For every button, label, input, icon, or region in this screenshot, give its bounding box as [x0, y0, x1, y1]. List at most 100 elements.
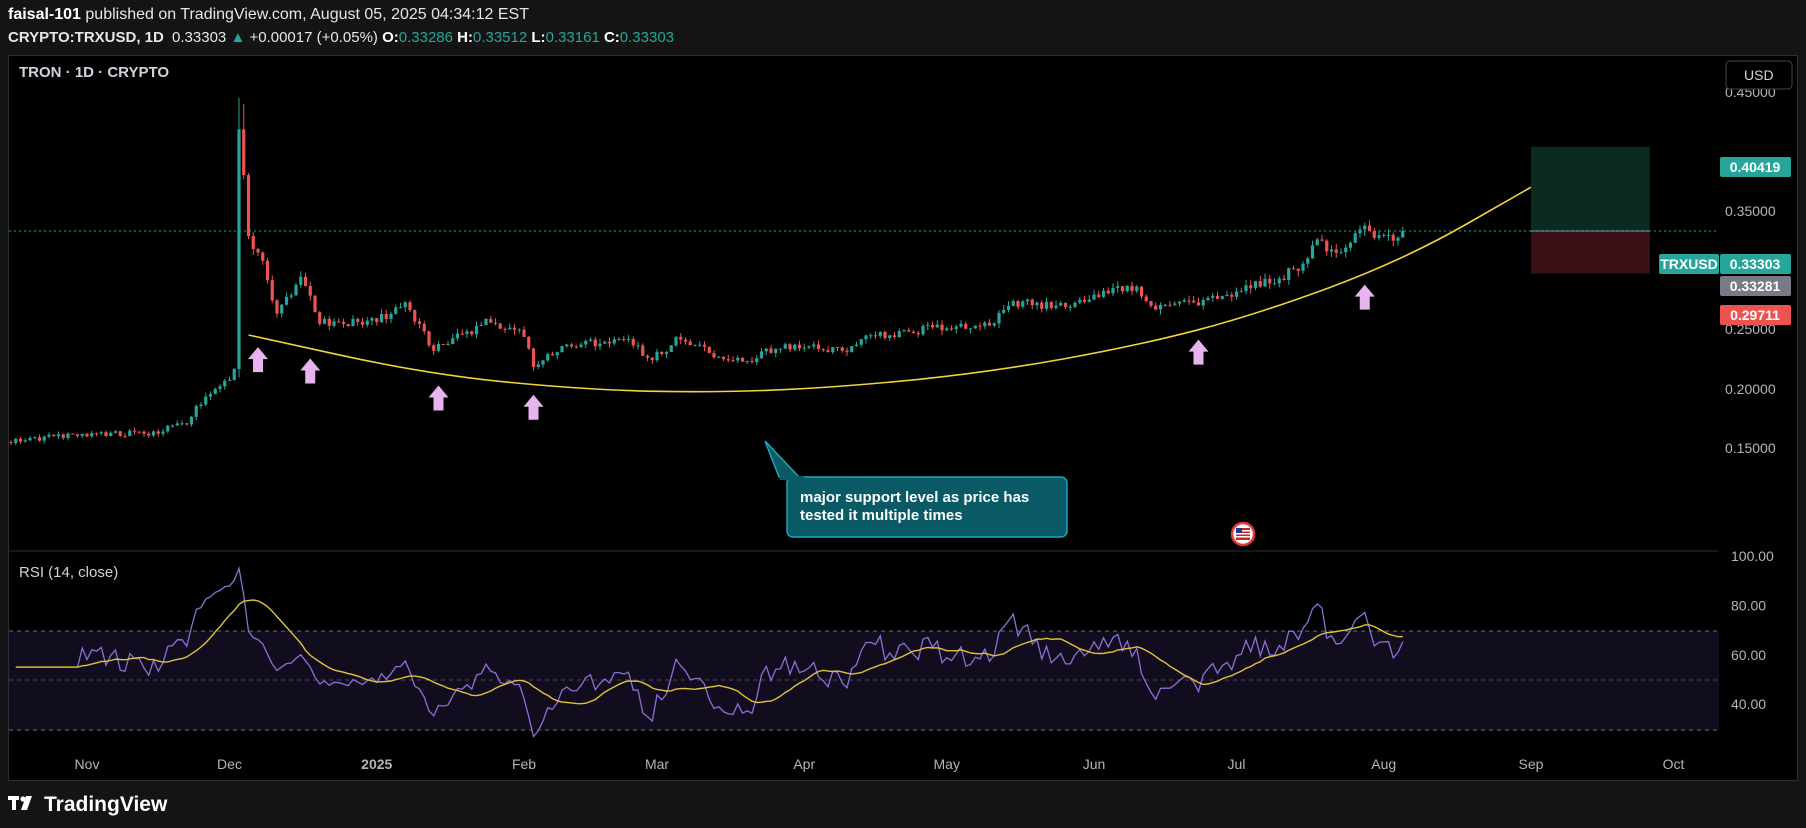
candle[interactable] [740, 357, 745, 362]
candle[interactable] [1263, 273, 1267, 287]
candle[interactable] [859, 338, 863, 348]
candle[interactable] [270, 275, 274, 304]
candle[interactable] [755, 354, 759, 366]
candle[interactable] [835, 347, 840, 352]
candle[interactable] [1154, 302, 1158, 311]
candle[interactable] [750, 356, 754, 364]
candle[interactable] [569, 342, 574, 349]
candle[interactable] [137, 431, 141, 434]
candle[interactable] [617, 336, 621, 341]
candle[interactable] [921, 323, 925, 337]
candle[interactable] [598, 339, 602, 350]
candle[interactable] [759, 347, 764, 359]
us-flag-event-icon[interactable] [1230, 521, 1256, 547]
candle[interactable] [1173, 301, 1177, 307]
candle[interactable] [1078, 297, 1082, 304]
candle[interactable] [465, 328, 469, 339]
candle[interactable] [9, 440, 13, 445]
candle[interactable] [997, 309, 1001, 329]
candle[interactable] [831, 347, 835, 355]
candle[interactable] [1320, 234, 1324, 242]
candle[interactable] [1277, 275, 1281, 288]
candle[interactable] [90, 430, 94, 438]
candle[interactable] [1301, 261, 1305, 274]
annotation-callout[interactable]: major support level as price has tested … [764, 440, 1068, 538]
candle[interactable] [389, 311, 393, 324]
candle[interactable] [1287, 267, 1291, 285]
candle[interactable] [641, 343, 645, 357]
candle[interactable] [213, 387, 217, 395]
candle[interactable] [550, 351, 555, 356]
candle[interactable] [503, 327, 507, 333]
candle[interactable] [1040, 300, 1044, 313]
candle[interactable] [246, 172, 251, 240]
candle[interactable] [560, 345, 564, 353]
candle[interactable] [1348, 241, 1353, 251]
candle[interactable] [1139, 285, 1144, 299]
candle[interactable] [1120, 286, 1125, 295]
time-axis[interactable]: NovDec2025FebMarAprMayJunJulAugSepOctNov [75, 756, 1797, 772]
candle[interactable] [850, 345, 854, 353]
candle[interactable] [80, 433, 84, 438]
candle[interactable] [664, 350, 669, 358]
candle[interactable] [1211, 292, 1215, 303]
candle[interactable] [636, 341, 640, 350]
candle[interactable] [1021, 299, 1025, 309]
candle[interactable] [869, 333, 873, 339]
candle[interactable] [398, 302, 403, 309]
candle[interactable] [1372, 227, 1376, 240]
candle[interactable] [251, 231, 255, 256]
candle[interactable] [294, 282, 298, 296]
candle[interactable] [33, 436, 37, 440]
candle[interactable] [1097, 290, 1101, 299]
candle[interactable] [769, 345, 773, 354]
chart-frame[interactable]: major support level as price has tested … [8, 55, 1798, 781]
candle[interactable] [61, 433, 65, 440]
candle[interactable] [185, 423, 189, 426]
candle[interactable] [1030, 298, 1034, 310]
candle[interactable] [118, 431, 122, 438]
candle[interactable] [1206, 295, 1210, 302]
candle[interactable] [826, 346, 830, 353]
annotation-box[interactable] [786, 476, 1068, 538]
candle[interactable] [303, 272, 308, 287]
candle[interactable] [379, 309, 384, 323]
candle[interactable] [1396, 236, 1400, 246]
candle[interactable] [987, 319, 992, 327]
candle[interactable] [626, 335, 631, 343]
candle[interactable] [536, 360, 540, 370]
candle[interactable] [56, 431, 61, 439]
candle[interactable] [1306, 256, 1310, 269]
up-arrow-icon[interactable] [1188, 339, 1209, 365]
candle[interactable] [1196, 297, 1201, 306]
price-pane[interactable]: major support level as price has tested … [9, 64, 1719, 547]
candle[interactable] [588, 337, 593, 342]
candle[interactable] [1002, 304, 1006, 315]
candle[interactable] [892, 331, 897, 339]
candle[interactable] [674, 336, 678, 348]
candle[interactable] [907, 327, 911, 332]
candle[interactable] [788, 343, 792, 352]
candle[interactable] [1382, 233, 1386, 238]
candle[interactable] [52, 434, 56, 437]
candle[interactable] [299, 271, 303, 288]
candle[interactable] [873, 331, 878, 340]
candle[interactable] [607, 337, 612, 348]
candle[interactable] [470, 330, 474, 337]
candle[interactable] [1135, 284, 1139, 293]
candle[interactable] [1239, 287, 1243, 293]
candle[interactable] [123, 433, 127, 439]
candle[interactable] [1049, 301, 1053, 310]
candle[interactable] [840, 346, 844, 353]
candle[interactable] [394, 304, 398, 315]
candles[interactable] [9, 97, 1405, 446]
candle[interactable] [313, 295, 317, 313]
candle[interactable] [574, 344, 578, 349]
rsi-ma-line[interactable] [15, 599, 1403, 705]
candle[interactable] [232, 368, 236, 381]
candle[interactable] [745, 360, 749, 365]
candle[interactable] [812, 341, 816, 350]
candle[interactable] [959, 320, 963, 329]
position-target-zone[interactable] [1531, 146, 1650, 232]
candle[interactable] [888, 334, 892, 342]
